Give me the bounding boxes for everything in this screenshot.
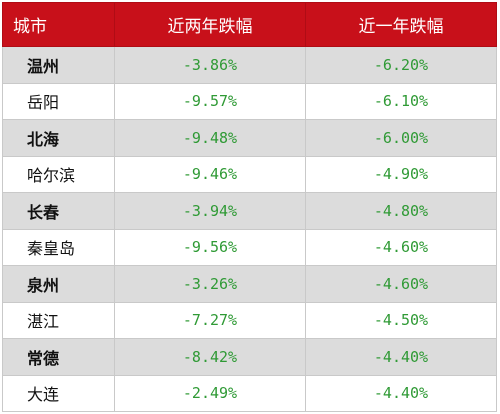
city-cell: 长春 [2, 192, 115, 230]
table-row: 温州 -3.86% -6.20% [2, 46, 497, 84]
two-year-decline-cell: -9.46% [114, 155, 306, 193]
one-year-decline-cell: -4.80% [305, 192, 497, 230]
two-year-decline-cell: -7.27% [114, 301, 306, 339]
header-one-year-decline: 近一年跌幅 [305, 2, 497, 47]
city-cell: 大连 [2, 374, 115, 412]
city-cell: 常德 [2, 338, 115, 376]
two-year-decline-cell: -9.56% [114, 228, 306, 266]
city-cell: 北海 [2, 119, 115, 157]
one-year-decline-cell: -4.90% [305, 155, 497, 193]
one-year-decline-cell: -6.10% [305, 82, 497, 120]
two-year-decline-cell: -9.57% [114, 82, 306, 120]
city-cell: 岳阳 [2, 82, 115, 120]
two-year-decline-cell: -8.42% [114, 338, 306, 376]
two-year-decline-cell: -3.86% [114, 46, 306, 84]
one-year-decline-cell: -6.20% [305, 46, 497, 84]
two-year-decline-cell: -3.26% [114, 265, 306, 303]
city-cell: 湛江 [2, 301, 115, 339]
one-year-decline-cell: -4.60% [305, 228, 497, 266]
city-cell: 泉州 [2, 265, 115, 303]
table-row: 岳阳 -9.57% -6.10% [2, 82, 497, 120]
two-year-decline-cell: -2.49% [114, 374, 306, 412]
table-row: 常德 -8.42% -4.40% [2, 338, 497, 376]
table-row: 秦皇岛 -9.56% -4.60% [2, 228, 497, 266]
header-two-year-decline: 近两年跌幅 [114, 2, 306, 47]
header-city: 城市 [2, 2, 115, 47]
city-cell: 温州 [2, 46, 115, 84]
city-cell: 秦皇岛 [2, 228, 115, 266]
table-row: 长春 -3.94% -4.80% [2, 192, 497, 230]
one-year-decline-cell: -4.60% [305, 265, 497, 303]
one-year-decline-cell: -4.50% [305, 301, 497, 339]
table-row: 哈尔滨 -9.46% -4.90% [2, 155, 497, 193]
table-row: 大连 -2.49% -4.40% [2, 374, 497, 412]
two-year-decline-cell: -9.48% [114, 119, 306, 157]
one-year-decline-cell: -4.40% [305, 374, 497, 412]
table-row: 泉州 -3.26% -4.60% [2, 265, 497, 303]
header-row: 城市 近两年跌幅 近一年跌幅 [2, 2, 497, 47]
table-row: 北海 -9.48% -6.00% [2, 119, 497, 157]
table-row: 湛江 -7.27% -4.50% [2, 301, 497, 339]
one-year-decline-cell: -6.00% [305, 119, 497, 157]
two-year-decline-cell: -3.94% [114, 192, 306, 230]
city-cell: 哈尔滨 [2, 155, 115, 193]
one-year-decline-cell: -4.40% [305, 338, 497, 376]
